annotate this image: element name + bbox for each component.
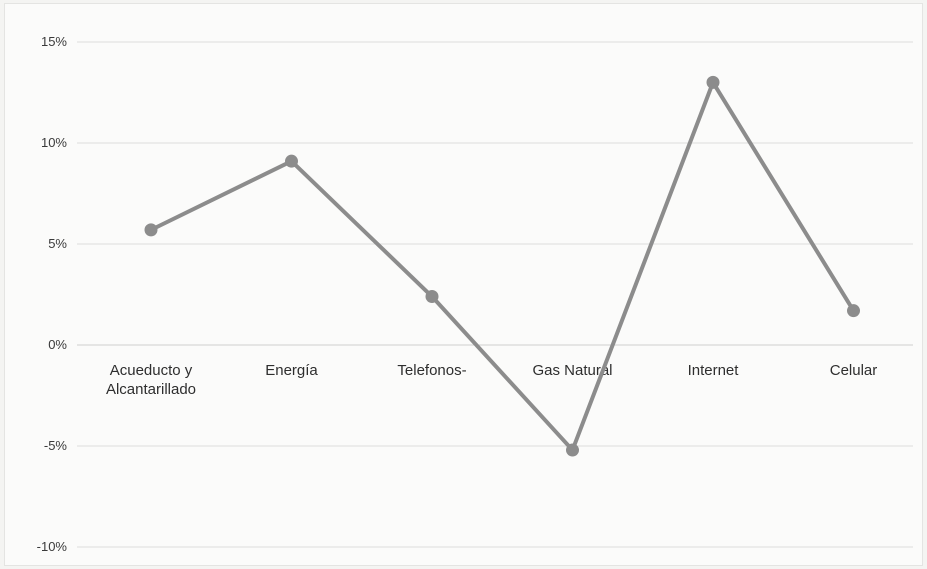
category-label: Gas Natural <box>532 362 612 379</box>
category-labels: Acueducto y Alcantarillado Energía Telefono… <box>106 362 877 398</box>
data-point-4 <box>706 75 720 89</box>
data-point-0 <box>144 223 158 237</box>
chart-frame: 15% 10% 5% 0% -5% -10% Acueducto y Alcantarill… <box>4 3 923 566</box>
category-label-line: Alcantarillado <box>106 381 196 398</box>
y-tick-label: -10% <box>37 539 68 554</box>
y-tick-label: -5% <box>44 438 68 453</box>
y-tick-label: 0% <box>48 337 67 352</box>
series-line <box>149 80 856 453</box>
category-label: Internet <box>688 362 740 379</box>
category-label-line: Acueducto y <box>110 362 193 379</box>
y-axis-tick-labels: 15% 10% 5% 0% -5% -10% <box>37 34 68 554</box>
data-point-5 <box>847 304 860 318</box>
category-label-line: Telefonos- <box>397 362 466 379</box>
category-label-line: Celular <box>830 362 878 379</box>
series-layer <box>144 75 860 457</box>
y-tick-label: 10% <box>41 135 67 150</box>
category-label-line: Gas Natural <box>532 362 612 379</box>
category-label: Telefonos- <box>397 362 466 379</box>
line-chart: 15% 10% 5% 0% -5% -10% Acueducto y Alcantarill… <box>37 34 913 554</box>
data-point-3 <box>566 443 579 457</box>
category-label: Energía <box>265 362 318 379</box>
category-label-line: Energía <box>265 362 318 379</box>
category-label-line: Internet <box>688 362 740 379</box>
y-tick-label: 5% <box>48 236 67 251</box>
category-label: Acueducto y Alcantarillado <box>106 362 196 398</box>
category-label: Celular <box>830 362 878 379</box>
data-point-2 <box>425 290 439 304</box>
grid-layer <box>77 41 913 548</box>
data-point-1 <box>285 154 298 168</box>
y-tick-label: 15% <box>41 34 67 49</box>
